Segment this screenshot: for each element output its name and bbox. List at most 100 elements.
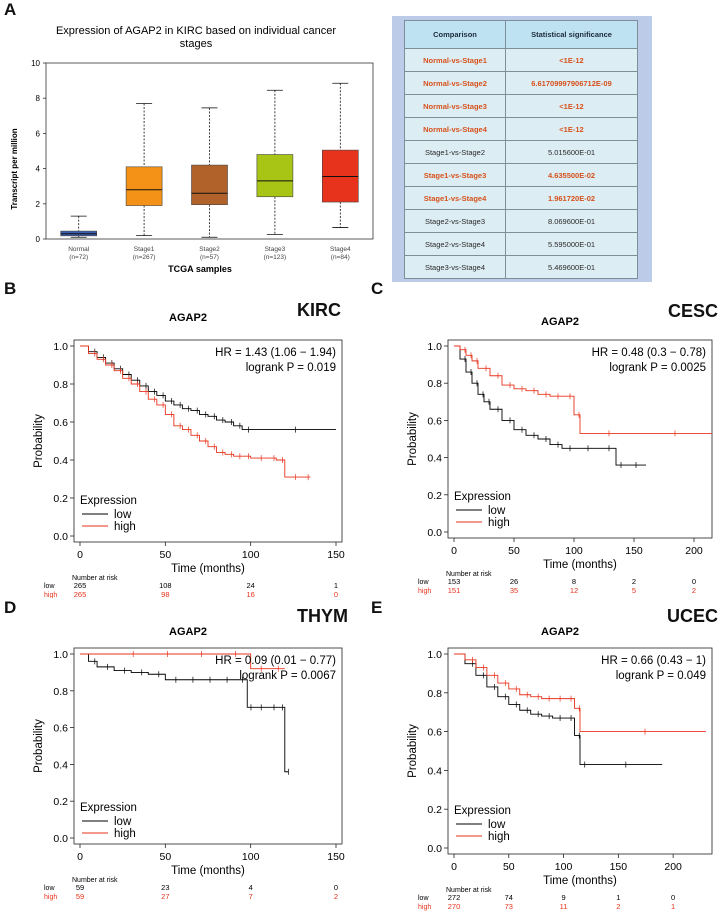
km-x-tick-label: 200	[664, 861, 682, 873]
table-cell-significance: 1.961720E-02	[505, 186, 638, 210]
box-stage3	[256, 154, 294, 198]
table-cell-comparison: Stage1-vs-Stage2	[404, 140, 506, 164]
km-x-tick-label: 0	[451, 861, 457, 873]
panel-label-b: B	[4, 279, 17, 298]
km-risk-high-value: 98	[161, 590, 169, 598]
table-cell-comparison: Stage2-vs-Stage3	[404, 209, 506, 233]
km-legend-label-high: high	[114, 521, 136, 533]
km-risk-row-label-high: high	[44, 894, 57, 901]
km-risk-row-label-low: low	[418, 895, 429, 902]
table-row: Normal-vs-Stage1 <1E-12	[404, 48, 638, 72]
km-risk-high-value: 59	[76, 892, 84, 901]
table-row: Normal-vs-Stage3 <1E-12	[404, 94, 638, 118]
km-curve-high	[80, 653, 285, 670]
km-risk-low-value: 108	[159, 581, 172, 590]
km-hr-text: HR = 1.43 (1.06 − 1.94)	[215, 347, 336, 359]
panel-label-a: A	[4, 0, 17, 19]
km-curve-low	[80, 345, 336, 431]
boxplot-category-label: Stage4	[330, 246, 351, 253]
km-gene-title: AGAP2	[541, 316, 579, 328]
boxplot-category-label: Stage1	[134, 246, 155, 253]
km-legend-title: Expression	[454, 805, 511, 817]
km-y-tick-label: 0.8	[427, 688, 442, 700]
km-x-tick-label: 50	[508, 545, 520, 557]
km-hr-text: HR = 0.66 (0.43 − 1)	[601, 655, 706, 667]
km-x-tick-label: 100	[565, 545, 583, 557]
boxplot-y-tick-label: 4	[36, 165, 41, 174]
km-y-tick-label: 0.8	[53, 379, 68, 391]
cancer-label-kirc: KIRC	[297, 300, 341, 320]
km-y-tick-label: 0.0	[427, 843, 442, 855]
boxplot-chart: Expression of AGAP2 in KIRC based on ind…	[10, 25, 374, 274]
km-y-tick-label: 0.4	[53, 455, 68, 467]
km-y-tick-label: 0.2	[427, 490, 442, 502]
km-y-tick-label: 0.8	[427, 378, 442, 390]
table-row: Stage2-vs-Stage3 8.069600E-01	[404, 209, 638, 233]
km-x-tick-label: 150	[610, 861, 628, 873]
boxplot-title-line2: stages	[180, 38, 213, 50]
km-x-tick-label: 150	[327, 851, 345, 863]
table-cell-comparison: Stage1-vs-Stage4	[404, 186, 506, 210]
panel-label-d: D	[4, 598, 17, 617]
km-risk-row-label-high: high	[44, 592, 57, 598]
boxplot-y-tick-label: 6	[36, 129, 41, 138]
km-curve-low	[80, 653, 289, 773]
km-legend-label-high: high	[488, 831, 510, 843]
cancer-label-cesc: CESC	[668, 301, 719, 321]
km-risk-high-value: 11	[560, 902, 568, 911]
km-risk-low-value: 272	[448, 893, 461, 902]
km-y-tick-label: 0.2	[427, 804, 442, 816]
table-cell-significance: 5.469600E-01	[505, 255, 638, 279]
km-risk-low-value: 9	[561, 893, 565, 902]
boxplot-count-label: (n=123)	[264, 254, 287, 261]
significance-table: Comparison Statistical significance Norm…	[404, 20, 638, 279]
km-y-tick-label: 0.8	[53, 686, 68, 698]
table-cell-comparison: Normal-vs-Stage4	[404, 117, 506, 141]
km-risk-row-label-low: low	[44, 583, 55, 590]
km-risk-low-value: 24	[246, 581, 254, 590]
km-risk-row-label-high: high	[418, 904, 431, 911]
km-curve-high	[454, 653, 706, 733]
km-curve-low	[454, 653, 663, 766]
km-risk-high-value: 73	[505, 902, 513, 911]
km-legend-title: Expression	[80, 495, 137, 507]
km-x-tick-label: 50	[159, 851, 171, 863]
panel-label-e: E	[371, 598, 383, 617]
km-ylabel: Probability	[33, 414, 45, 468]
boxplot-count-label: (n=57)	[200, 254, 219, 261]
km-x-tick-label: 100	[242, 549, 260, 561]
cancer-label-ucec: UCEC	[667, 606, 719, 626]
km-legend-label-high: high	[114, 828, 136, 840]
boxplot-frame	[45, 62, 374, 240]
boxplot-count-label: (n=84)	[331, 254, 350, 261]
km-y-tick-label: 1.0	[53, 649, 68, 661]
km-y-tick-label: 0.2	[53, 493, 68, 505]
km-x-tick-label: 200	[685, 545, 703, 557]
km-risk-low-value: 26	[510, 577, 518, 586]
km-risk-high-value: 2	[334, 892, 338, 901]
km-risk-label: Number at risk	[446, 887, 492, 894]
km-risk-high-value: 265	[74, 590, 87, 598]
km-risk-label: Number at risk	[72, 877, 118, 884]
km-legend-label-high: high	[488, 517, 510, 529]
km-y-tick-label: 1.0	[53, 341, 68, 353]
km-risk-label: Number at risk	[72, 575, 118, 582]
panel-label-c: C	[371, 279, 384, 298]
km-legend-label-low: low	[114, 816, 132, 828]
km-frame	[73, 647, 343, 845]
table-cell-comparison: Stage2-vs-Stage4	[404, 232, 506, 256]
km-risk-low-value: 153	[448, 577, 461, 586]
boxplot-category-label: Stage2	[199, 246, 220, 253]
table-header-comparison: Comparison	[404, 20, 506, 49]
km-gene-title: AGAP2	[541, 626, 579, 638]
km-risk-high-value: 5	[632, 586, 636, 595]
table-cell-significance: 5.595000E-01	[505, 232, 638, 256]
km-y-tick-label: 0.4	[53, 759, 68, 771]
km-risk-high-value: 2	[616, 902, 620, 911]
km-xlabel: Time (months)	[543, 875, 617, 887]
boxplot-category-label: Normal	[68, 246, 90, 253]
table-row: Normal-vs-Stage2 6.61709997906712E-09	[404, 71, 638, 95]
table-cell-significance: 5.015600E-01	[505, 140, 638, 164]
boxplot-y-tick-label: 2	[36, 200, 41, 209]
km-curve-low	[454, 345, 646, 466]
